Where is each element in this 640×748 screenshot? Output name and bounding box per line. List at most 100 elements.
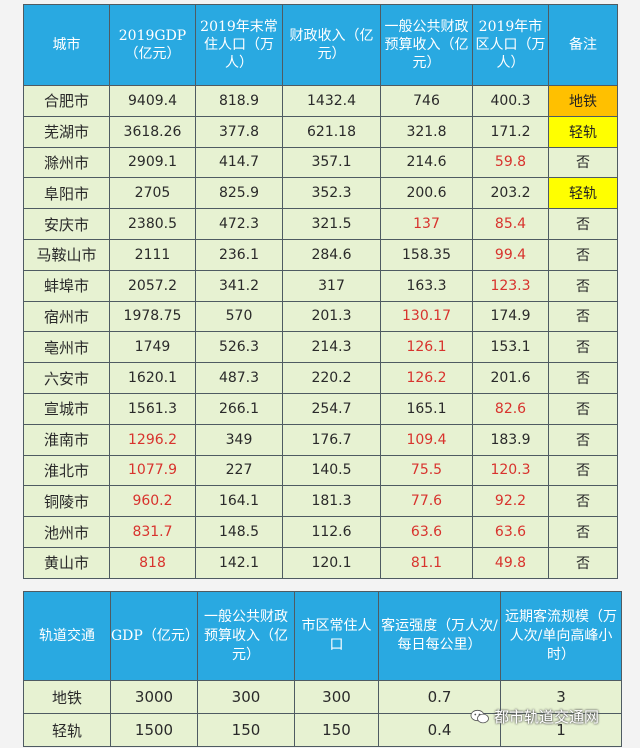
cell-note: 否 [548,362,618,394]
table-row: 合肥市 9409.4 818.9 1432.4 746 400.3 地铁 [23,85,618,117]
cell-budget: 300 [197,680,295,714]
cell-type: 地铁 [23,680,111,714]
cell-urban-pop: 203.2 [472,177,549,210]
cell-budget: 130.17 [380,300,473,333]
cell-fiscal: 112.6 [282,516,381,548]
cell-note: 否 [548,454,618,487]
cell-city: 池州市 [23,516,110,548]
cell-city: 宣城市 [23,392,110,425]
cell-fiscal: 284.6 [282,238,381,271]
cell-urban-pop: 99.4 [472,238,549,271]
header-passenger-intensity: 客运强度（万人次/每日每公里） [378,591,501,681]
table-row: 滁州市 2909.1 414.7 357.1 214.6 59.8 否 [23,146,618,179]
cell-gdp: 2057.2 [109,269,196,302]
cell-city: 淮南市 [23,423,110,456]
cell-budget: 137 [380,208,473,240]
cell-pop: 377.8 [195,115,283,148]
cell-pop: 164.1 [195,485,283,518]
cell-pop: 148.5 [195,516,283,548]
cell-city: 安庆市 [23,208,110,240]
cell-gdp: 1749 [109,331,196,364]
table-header-row: 轨道交通 GDP（亿元） 一般公共财政预算收入（亿元） 市区常住人口 客运强度（… [23,591,622,681]
table-row: 芜湖市 3618.26 377.8 621.18 321.8 171.2 轻轨 [23,115,618,148]
table-row: 六安市 1620.1 487.3 220.2 126.2 201.6 否 [23,362,618,394]
cell-pop: 349 [195,423,283,456]
cell-fiscal: 1432.4 [282,85,381,117]
cell-fiscal: 201.3 [282,300,381,333]
cell-pop: 526.3 [195,331,283,364]
cell-urban-pop: 92.2 [472,485,549,518]
cell-budget: 75.5 [380,454,473,487]
cell-budget: 126.1 [380,331,473,364]
cell-gdp: 1077.9 [109,454,196,487]
cell-city: 滁州市 [23,146,110,179]
header-note: 备注 [548,4,618,86]
cell-fiscal: 120.1 [282,546,381,579]
cell-urban-pop: 49.8 [472,546,549,579]
cell-budget: 126.2 [380,362,473,394]
cell-note: 否 [548,546,618,579]
cell-note: 否 [548,392,618,425]
cell-city: 铜陵市 [23,485,110,518]
cell-fiscal: 176.7 [282,423,381,456]
rail-standards-table: 轨道交通 GDP（亿元） 一般公共财政预算收入（亿元） 市区常住人口 客运强度（… [23,591,622,747]
cell-budget: 165.1 [380,392,473,425]
cell-urban-pop: 63.6 [472,516,549,548]
cell-city: 阜阳市 [23,177,110,210]
cell-note: 轻轨 [548,177,618,210]
table-header-row: 城市 2019GDP（亿元） 2019年末常住人口（万人） 财政收入（亿元） 一… [23,4,618,86]
table-row: 轻轨 1500 150 150 0.4 1 [23,713,622,747]
cell-gdp: 1620.1 [109,362,196,394]
header-fiscal-revenue: 财政收入（亿元） [282,4,381,86]
cell-pop: 818.9 [195,85,283,117]
header-gdp: GDP（亿元） [110,591,198,681]
header-budget-revenue: 一般公共财政预算收入（亿元） [197,591,295,681]
cell-pop: 414.7 [195,146,283,179]
cell-urban-pop: 171.2 [472,115,549,148]
header-rail-type: 轨道交通 [23,591,111,681]
cell-note: 否 [548,485,618,518]
cell-pop: 227 [195,454,283,487]
cell-city: 宿州市 [23,300,110,333]
cell-gdp: 1500 [110,713,198,747]
cell-urban-pop: 59.8 [472,146,549,179]
cell-type: 轻轨 [23,713,111,747]
cell-pop: 472.3 [195,208,283,240]
cell-fiscal: 357.1 [282,146,381,179]
cell-urban-pop: 400.3 [472,85,549,117]
cell-budget: 163.3 [380,269,473,302]
cell-city: 六安市 [23,362,110,394]
cell-fiscal: 181.3 [282,485,381,518]
cell-budget: 77.6 [380,485,473,518]
cell-pop: 341.2 [195,269,283,302]
cell-pop: 266.1 [195,392,283,425]
header-urban-population: 市区常住人口 [294,591,379,681]
cell-intensity: 0.4 [378,713,501,747]
cell-budget: 63.6 [380,516,473,548]
cell-flow: 1 [500,713,622,747]
cell-urban-pop: 150 [294,713,379,747]
cell-city: 亳州市 [23,331,110,364]
table-row: 亳州市 1749 526.3 214.3 126.1 153.1 否 [23,331,618,364]
cell-note: 否 [548,300,618,333]
cell-budget: 746 [380,85,473,117]
cell-note: 否 [548,269,618,302]
cell-city: 芜湖市 [23,115,110,148]
cell-budget: 321.8 [380,115,473,148]
cell-pop: 570 [195,300,283,333]
table-row: 淮北市 1077.9 227 140.5 75.5 120.3 否 [23,454,618,487]
cell-budget: 150 [197,713,295,747]
cell-gdp: 9409.4 [109,85,196,117]
cell-gdp: 2111 [109,238,196,271]
cell-gdp: 2705 [109,177,196,210]
cell-note: 否 [548,423,618,456]
table-row: 铜陵市 960.2 164.1 181.3 77.6 92.2 否 [23,485,618,518]
header-budget-revenue: 一般公共财政预算收入（亿元） [380,4,473,86]
table-row: 蚌埠市 2057.2 341.2 317 163.3 123.3 否 [23,269,618,302]
cell-gdp: 831.7 [109,516,196,548]
cell-note: 轻轨 [548,115,618,148]
cell-city: 合肥市 [23,85,110,117]
cell-fiscal: 140.5 [282,454,381,487]
cell-pop: 142.1 [195,546,283,579]
watermark: 都市轨道交通网 [470,706,599,727]
